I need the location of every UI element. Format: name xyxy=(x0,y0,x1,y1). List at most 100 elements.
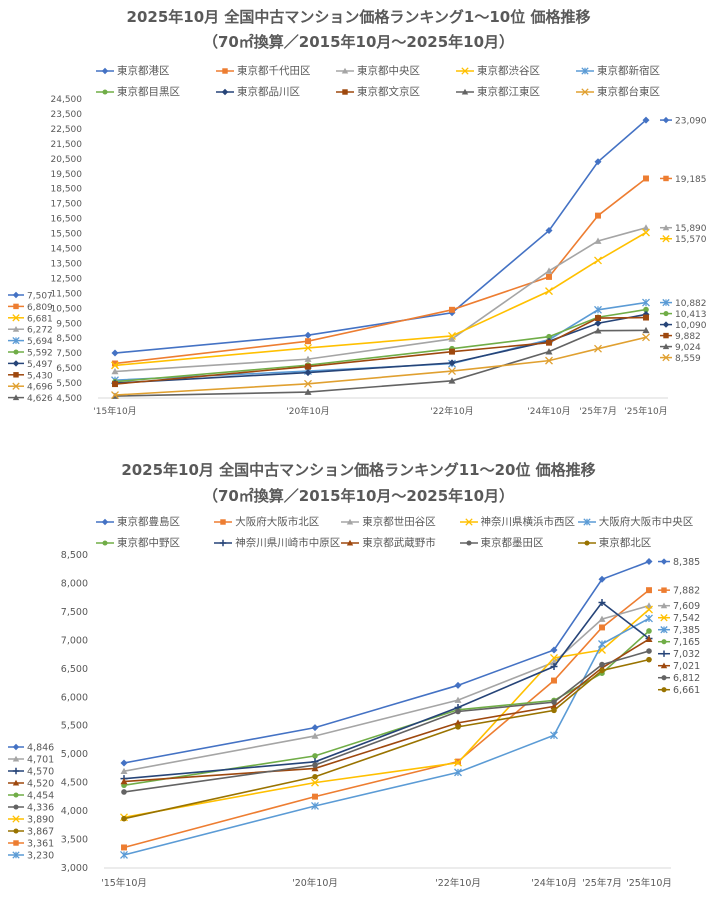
chart1-start-label: 6,681 xyxy=(27,314,53,324)
chart2-data-point xyxy=(311,724,319,732)
chart2-data-point xyxy=(645,605,653,614)
chart1-y-tick-label: 5,500 xyxy=(56,379,82,389)
chart2-start-label-marker xyxy=(12,743,20,751)
chart2-end-label-marker xyxy=(660,626,668,634)
chart1-data-point xyxy=(594,319,602,327)
chart2-y-tick-label: 8,000 xyxy=(61,578,88,589)
chart2-data-point xyxy=(120,777,128,785)
chart1-x-tick-label: '25年10月 xyxy=(624,405,667,417)
chart2-start-label: 4,846 xyxy=(27,743,54,754)
chart1-data-point xyxy=(545,267,553,274)
chart1-data-point xyxy=(111,391,119,400)
chart1-data-point xyxy=(112,381,118,388)
chart2-y-tick-label: 5,500 xyxy=(61,721,88,732)
chart1-y-tick-label: 14,500 xyxy=(51,245,83,255)
chart2-start-label-marker xyxy=(12,755,20,762)
chart1-data-point xyxy=(642,116,650,124)
chart2-data-point xyxy=(599,661,605,668)
chart1-data-point xyxy=(448,367,456,376)
chart2-start-label-marker xyxy=(12,815,20,823)
chart2-y-tick-label: 3,000 xyxy=(61,863,88,874)
chart2-start-label: 4,570 xyxy=(27,767,54,778)
legend-star-icon xyxy=(577,517,596,526)
legend-marker xyxy=(347,518,354,525)
chart2-data-point xyxy=(598,640,606,648)
chart2-end-label-marker xyxy=(661,687,667,693)
chart2-series-line xyxy=(123,650,650,793)
legend-label: 東京都世田谷区 xyxy=(362,516,436,528)
chart1-data-point xyxy=(594,158,602,166)
chart1-data-point xyxy=(449,348,455,355)
chart1-subtitle: （70㎡換算／2015年10月～2025年10月） xyxy=(202,33,515,51)
chart2-data-point xyxy=(550,663,558,671)
chart1-data-point xyxy=(304,388,312,395)
chart2-start-label: 3,361 xyxy=(27,839,54,850)
chart2-end-label: 6,812 xyxy=(673,673,700,684)
chart1-start-label-marker xyxy=(12,382,20,390)
chart1-start-label-marker xyxy=(12,336,20,345)
chart1-series-line xyxy=(114,231,647,367)
chart1-end-label: 15,570 xyxy=(675,235,707,245)
legend-label: 東京都中央区 xyxy=(357,65,420,77)
chart2-data-point xyxy=(598,615,606,622)
chart1-y-tick-label: 11,500 xyxy=(51,289,83,299)
chart1-start-label-marker xyxy=(12,394,20,401)
chart1-data-point xyxy=(112,360,118,367)
chart1-data-point xyxy=(594,327,602,334)
chart2-data-point xyxy=(312,773,318,780)
chart2-data-point xyxy=(645,558,653,566)
chart2-series-line xyxy=(123,638,650,783)
chart1-end-label-marker xyxy=(662,298,670,307)
chart2-data-point xyxy=(311,778,319,787)
chart2-data-point xyxy=(311,732,319,739)
chart2-data-point xyxy=(454,758,462,767)
chart2-end-label-marker xyxy=(660,650,668,657)
chart2-y-tick-label: 5,000 xyxy=(61,749,88,760)
chart1-start-label-marker xyxy=(12,291,20,299)
legend-triangle-icon xyxy=(341,518,360,525)
chart1-data-point xyxy=(546,339,552,346)
legend-marker xyxy=(342,88,348,95)
chart1-start-label-marker xyxy=(12,360,20,367)
chart1-end-label: 10,090 xyxy=(675,321,707,331)
legend-label: 東京都港区 xyxy=(117,65,170,77)
chart2-x-tick-label: '20年10月 xyxy=(292,877,338,889)
chart1-end-label: 8,559 xyxy=(675,354,701,364)
chart1-data-point xyxy=(304,369,312,377)
chart2-start-label: 4,336 xyxy=(27,803,54,814)
chart1-end-label-marker xyxy=(663,175,669,182)
chart1-end-label: 15,890 xyxy=(675,224,707,234)
chart2-y-tick-label: 4,000 xyxy=(61,806,88,817)
chart2-data-point xyxy=(455,708,461,715)
chart2-data-point xyxy=(454,768,462,777)
legend-label: 神奈川県横浜市西区 xyxy=(480,516,576,528)
chart1-data-point xyxy=(642,228,650,237)
chart1-data-point xyxy=(111,368,119,375)
chart1-y-tick-label: 19,500 xyxy=(51,170,83,180)
chart2-x-tick-label: '24年10月 xyxy=(531,877,577,889)
legend-circle-icon xyxy=(96,539,114,546)
chart2-end-label-marker xyxy=(660,614,668,622)
chart1-series-line xyxy=(114,336,647,396)
chart1-data-point xyxy=(448,377,456,384)
legend-square-icon xyxy=(336,88,354,95)
legend-square-icon xyxy=(216,67,234,74)
chart1-x-tick-label: '15年10月 xyxy=(93,405,136,417)
legend-label: 東京都千代田区 xyxy=(237,65,311,77)
chart1-data-point xyxy=(304,343,312,352)
chart2-data-point xyxy=(454,719,462,726)
chart2-data-point xyxy=(120,850,128,859)
chart1-data-point xyxy=(304,379,312,388)
chart1-data-point xyxy=(594,344,602,353)
legend-marker xyxy=(581,87,589,96)
chart1-series-line xyxy=(114,316,647,385)
chart1-y-tick-label: 24,500 xyxy=(51,95,83,105)
chart2-end-label: 8,385 xyxy=(673,557,700,568)
chart2-y-tick-label: 3,500 xyxy=(61,835,88,846)
chart2-start-label: 3,230 xyxy=(27,851,54,862)
legend-label: 東京都豊島区 xyxy=(117,516,180,528)
chart1-start-label: 4,626 xyxy=(27,394,53,404)
chart1-end-label-marker xyxy=(662,224,670,231)
chart1-y-tick-label: 22,500 xyxy=(51,125,83,135)
chart2-data-point xyxy=(551,707,557,714)
